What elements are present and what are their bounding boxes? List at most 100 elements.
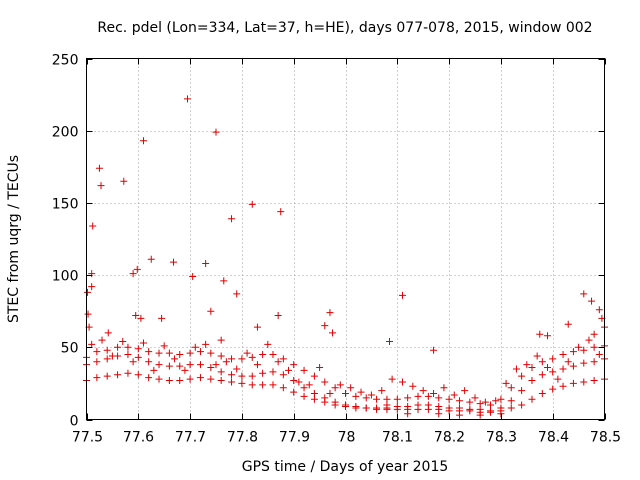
data-point [160, 342, 168, 350]
data-point [512, 365, 520, 373]
data-point [383, 401, 391, 409]
y-tick-label: 250 [52, 53, 79, 69]
data-point [321, 378, 329, 386]
data-point [248, 372, 256, 380]
data-point [228, 355, 236, 363]
data-point [93, 374, 101, 382]
y-tick-label: 0 [70, 414, 79, 430]
data-point [424, 392, 432, 400]
outlier-point [536, 330, 544, 338]
data-point [248, 353, 256, 361]
data-point [507, 404, 515, 412]
data-point [373, 395, 381, 403]
data-point [398, 378, 406, 386]
data-point [367, 391, 375, 399]
data-point [378, 387, 386, 395]
outlier-point [329, 329, 337, 337]
data-point [285, 366, 293, 374]
outlier-point [132, 312, 140, 320]
outlier-point [580, 290, 588, 298]
x-tick-label: 77.7 [175, 430, 206, 446]
data-point [487, 408, 495, 416]
data-point [549, 355, 557, 363]
data-point [590, 358, 598, 366]
data-point [269, 381, 277, 389]
x-tick-label: 78.1 [382, 430, 413, 446]
outlier-point [212, 128, 220, 136]
outlier-point [233, 290, 241, 298]
data-point [533, 352, 541, 360]
outlier-point [228, 215, 236, 223]
data-point [373, 405, 381, 413]
data-point [134, 353, 142, 361]
data-point [435, 394, 443, 402]
outlier-point [217, 336, 225, 344]
data-point [507, 384, 515, 392]
data-point [518, 372, 526, 380]
outlier-point [89, 222, 97, 230]
y-axis-label: STEC from uqrg / TECUs [6, 155, 22, 323]
data-point [253, 361, 261, 369]
data-point [492, 397, 500, 405]
data-point [259, 381, 267, 389]
data-point [248, 381, 256, 389]
data-point [238, 379, 246, 387]
data-point [228, 371, 236, 379]
data-point [419, 387, 427, 395]
data-point [404, 394, 412, 402]
outlier-point [220, 277, 228, 285]
data-point [259, 369, 267, 377]
data-point [145, 358, 153, 366]
outlier-point [253, 323, 261, 331]
outlier-point [590, 330, 598, 338]
data-point [559, 365, 567, 373]
outlier-point [430, 346, 438, 354]
data-point [388, 375, 396, 383]
data-point [207, 349, 215, 357]
data-point [569, 362, 577, 370]
data-point [342, 403, 349, 411]
data-point [518, 401, 526, 409]
data-point [393, 395, 401, 403]
data-point [243, 349, 251, 357]
data-point [290, 377, 298, 385]
data-point [409, 382, 417, 390]
data-point [217, 377, 225, 385]
data-point [202, 340, 210, 348]
x-tick-label: 78.2 [434, 430, 465, 446]
outlier-point [88, 270, 96, 278]
data-point [279, 355, 287, 363]
outlier-point [595, 306, 603, 314]
data-point [414, 392, 422, 400]
data-point [404, 410, 412, 418]
data-point [590, 377, 598, 385]
data-point [564, 358, 572, 366]
data-point [114, 371, 122, 379]
data-point [595, 351, 603, 359]
data-point [502, 379, 510, 387]
outlier-point [120, 177, 128, 185]
outlier-point [202, 260, 210, 268]
outlier-point [398, 291, 406, 299]
data-point [554, 375, 562, 383]
data-point [98, 336, 106, 344]
outlier-point [386, 338, 394, 346]
outlier-point [184, 95, 192, 103]
data-point [114, 343, 122, 351]
outlier-point [129, 270, 137, 278]
data-point [362, 394, 370, 402]
data-point [88, 340, 96, 348]
data-point [310, 395, 318, 403]
outlier-point [277, 208, 285, 216]
y-tick-label: 200 [52, 125, 79, 141]
data-point [165, 377, 173, 385]
data-point [528, 364, 536, 372]
data-point [455, 411, 463, 419]
x-tick-label: 77.6 [123, 430, 154, 446]
data-point [528, 377, 536, 385]
data-point [471, 394, 479, 402]
data-point [518, 387, 526, 395]
data-point [181, 366, 189, 374]
data-point [559, 382, 567, 390]
data-point [217, 352, 225, 360]
